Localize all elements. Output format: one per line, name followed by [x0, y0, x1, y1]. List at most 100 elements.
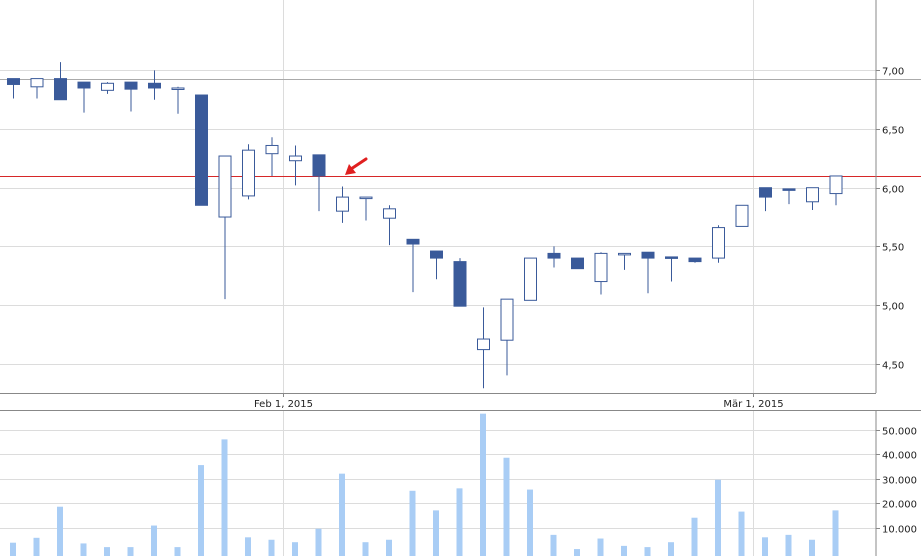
candle-body	[359, 196, 373, 200]
candle-body	[77, 81, 91, 89]
arrow-head	[345, 163, 356, 175]
volume-bar	[621, 545, 627, 556]
candle	[759, 187, 772, 212]
price-tick-label: 7,00	[882, 67, 904, 78]
price-tick-label: 5,50	[882, 243, 904, 254]
candle-body	[688, 257, 702, 263]
volume-bar	[785, 534, 792, 556]
volume-bar	[198, 465, 204, 556]
candle-body	[477, 338, 490, 351]
volume-bar	[738, 511, 745, 556]
candle	[712, 225, 725, 263]
candle	[289, 145, 302, 186]
candle	[500, 298, 514, 376]
candle-body	[782, 188, 796, 191]
volume-bar	[715, 479, 721, 556]
candle-body	[54, 78, 67, 101]
candle	[383, 205, 396, 246]
candle-body	[148, 82, 161, 89]
arrow-shaft	[349, 157, 368, 171]
candle-body	[571, 257, 584, 270]
candle	[148, 70, 161, 100]
volume-bar	[339, 473, 345, 556]
volume-bar	[762, 537, 768, 556]
candle	[242, 144, 255, 200]
candle-body	[806, 187, 819, 203]
volume-tick-label: 30.000	[882, 476, 917, 487]
arrow-annotation	[345, 157, 368, 175]
candle	[665, 256, 678, 282]
candle-body	[430, 250, 443, 259]
reference-lines	[0, 79, 921, 177]
volume-bar	[433, 510, 439, 556]
volume-tick-label: 40.000	[882, 451, 917, 462]
candle-body	[712, 227, 725, 259]
candle-body	[336, 196, 349, 212]
date-axis: Feb 1, 2015 Mär 1, 2015	[254, 393, 784, 410]
candle-body	[524, 257, 537, 301]
volume-bar	[80, 543, 87, 556]
volume-bar	[480, 413, 486, 556]
volume-bar	[574, 549, 580, 556]
date-tick-label: Feb 1, 2015	[254, 399, 313, 410]
candle	[594, 252, 608, 295]
candle-body	[195, 94, 208, 206]
volume-bar	[644, 547, 651, 556]
candle-body	[101, 82, 114, 91]
candle	[430, 250, 443, 280]
candle	[195, 94, 208, 206]
candle-body	[7, 78, 20, 85]
candle	[359, 196, 373, 221]
date-tick-label: Mär 1, 2015	[723, 399, 783, 410]
candle-body	[124, 81, 138, 90]
candle-body	[171, 87, 185, 90]
candle-body	[218, 155, 232, 218]
candle-body	[641, 251, 655, 259]
price-tick-label: 6,50	[882, 126, 904, 137]
volume-series	[10, 413, 839, 556]
candle	[406, 238, 420, 293]
candle-body	[594, 252, 608, 283]
candle-body	[735, 204, 749, 227]
candle	[54, 62, 67, 101]
volume-bar	[809, 539, 815, 556]
volume-bar	[832, 510, 839, 556]
candle-body	[829, 175, 843, 195]
volume-bar	[127, 547, 134, 556]
candle-body	[312, 154, 326, 177]
candle	[218, 155, 232, 300]
volume-bar	[268, 539, 275, 556]
volume-tick-label: 20.000	[882, 500, 917, 511]
candle	[336, 186, 349, 223]
price-tick-label: 6,00	[882, 185, 904, 196]
candle-body	[759, 187, 772, 198]
candle-body	[265, 144, 279, 155]
price-axis: 7,00 6,50 6,00 5,50 5,00 4,50	[876, 67, 904, 372]
volume-axis: 50.000 40.000 30.000 20.000 10.000	[876, 427, 917, 536]
volume-bar	[292, 542, 298, 556]
candle-body	[618, 252, 631, 256]
volume-bar	[362, 542, 369, 556]
candle-body	[383, 208, 396, 219]
candle	[618, 252, 631, 270]
candle	[101, 82, 114, 94]
volume-bar	[174, 547, 181, 556]
volume-bar	[10, 542, 16, 556]
volume-bar	[409, 490, 416, 556]
candle-body	[30, 78, 44, 88]
volume-bar	[315, 528, 322, 556]
candle	[171, 86, 185, 114]
volume-bar	[386, 539, 392, 556]
candle	[524, 257, 537, 301]
volume-bar	[151, 525, 157, 556]
volume-bar	[33, 537, 40, 556]
candle	[547, 246, 561, 268]
candle	[453, 258, 467, 307]
candle	[312, 154, 326, 212]
volume-bar	[527, 489, 533, 556]
candle	[265, 137, 279, 176]
volume-bar	[104, 547, 110, 556]
candle	[641, 251, 655, 294]
